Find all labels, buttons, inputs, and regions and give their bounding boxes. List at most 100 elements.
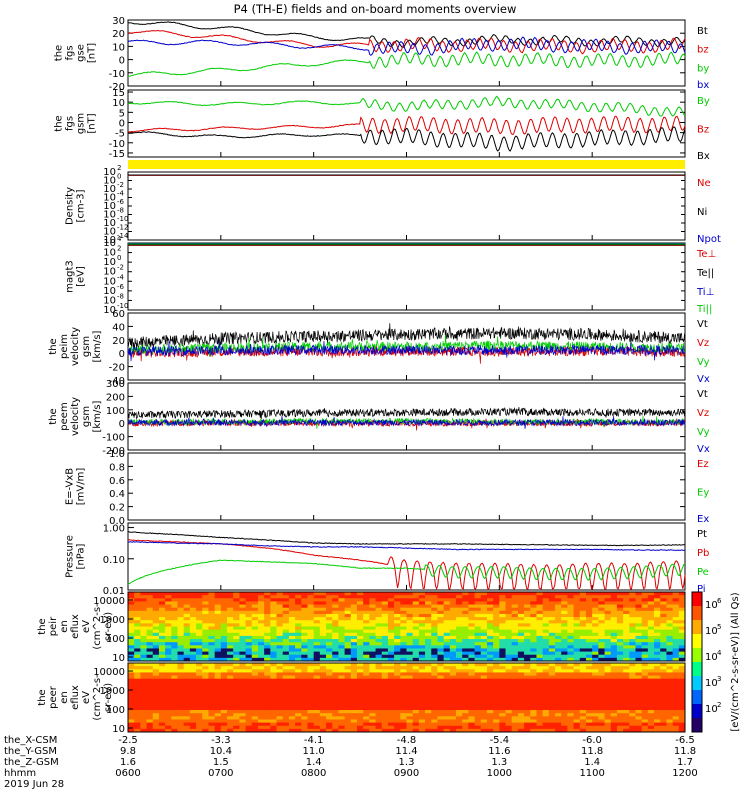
heatmap-cell-peir_en_eflux [220, 657, 228, 662]
heatmap-cell-peer_en_eflux [288, 669, 296, 673]
heatmap-cell-peer_en_eflux [251, 703, 259, 708]
series-line-fgs_gse-Bt [127, 21, 686, 48]
heatmap-cell-peer_en_eflux [288, 684, 296, 689]
heatmap-cell-peer_en_eflux [561, 706, 568, 711]
heatmap-cell-peer_en_eflux [567, 666, 575, 670]
heatmap-cell-peir_en_eflux [412, 604, 420, 609]
heatmap-cell-peer_en_eflux [598, 713, 606, 717]
heatmap-cell-peir_en_eflux [635, 601, 643, 606]
heatmap-cell-peer_en_eflux [270, 697, 278, 702]
heatmap-cell-peer_en_eflux [344, 694, 352, 698]
heatmap-cell-peir_en_eflux [276, 598, 284, 602]
heatmap-cell-peer_en_eflux [158, 703, 166, 708]
heatmap-cell-peer_en_eflux [369, 697, 377, 702]
heatmap-cell-peir_en_eflux [678, 598, 686, 602]
heatmap-cell-peir_en_eflux [245, 607, 253, 612]
heatmap-cell-peer_en_eflux [678, 666, 686, 670]
ytick-label-fgs_gsm: 15 [112, 88, 125, 99]
heatmap-cell-peer_en_eflux [387, 722, 395, 727]
heatmap-cell-peir_en_eflux [146, 601, 154, 606]
heatmap-cell-peer_en_eflux [660, 697, 667, 702]
heatmap-cell-peer_en_eflux [171, 700, 179, 705]
heatmap-cell-peer_en_eflux [369, 691, 377, 695]
heatmap-cell-peer_en_eflux [344, 706, 352, 711]
heatmap-cell-peer_en_eflux [604, 728, 612, 733]
heatmap-cell-peir_en_eflux [555, 598, 562, 602]
heatmap-cell-peer_en_eflux [573, 716, 581, 720]
heatmap-cell-peir_en_eflux [666, 595, 674, 599]
heatmap-cell-peer_en_eflux [375, 675, 383, 680]
heatmap-cell-peer_en_eflux [276, 684, 284, 689]
heatmap-cell-peer_en_eflux [573, 700, 581, 705]
ylabel-peir_en_eflux: en [59, 620, 70, 633]
heatmap-cell-peer_en_eflux [165, 694, 172, 698]
heatmap-cell-peir_en_eflux [319, 639, 327, 643]
heatmap-cell-peir_en_eflux [282, 610, 290, 615]
heatmap-cell-peir_en_eflux [245, 639, 253, 643]
heatmap-cell-peir_en_eflux [344, 635, 352, 640]
heatmap-cell-peer_en_eflux [598, 684, 606, 689]
heatmap-cell-peer_en_eflux [616, 694, 624, 698]
heatmap-cell-peir_en_eflux [499, 610, 507, 615]
heatmap-cell-peer_en_eflux [264, 666, 271, 670]
heatmap-cell-peir_en_eflux [468, 657, 476, 662]
heatmap-cell-peir_en_eflux [406, 604, 414, 609]
heatmap-cell-peer_en_eflux [344, 675, 352, 680]
heatmap-cell-peer_en_eflux [251, 669, 259, 673]
heatmap-cell-peer_en_eflux [146, 728, 154, 733]
heatmap-cell-peer_en_eflux [647, 684, 655, 689]
heatmap-cell-peer_en_eflux [418, 728, 426, 733]
heatmap-cell-peir_en_eflux [313, 635, 321, 640]
heatmap-cell-peer_en_eflux [616, 706, 624, 711]
heatmap-cell-peer_en_eflux [406, 688, 414, 692]
heatmap-cell-peer_en_eflux [555, 725, 562, 730]
heatmap-cell-peir_en_eflux [245, 620, 253, 624]
heatmap-cell-peer_en_eflux [493, 700, 500, 705]
heatmap-cell-peer_en_eflux [387, 684, 395, 689]
heatmap-cell-peir_en_eflux [536, 607, 544, 612]
heatmap-cell-peer_en_eflux [350, 703, 358, 708]
heatmap-cell-peer_en_eflux [146, 722, 154, 727]
heatmap-cell-peer_en_eflux [295, 722, 302, 727]
heatmap-cell-peir_en_eflux [462, 645, 469, 649]
heatmap-cell-peer_en_eflux [555, 691, 562, 695]
heatmap-cell-peir_en_eflux [208, 620, 216, 624]
heatmap-cell-peer_en_eflux [276, 691, 284, 695]
heatmap-cell-peer_en_eflux [245, 725, 253, 730]
heatmap-cell-peir_en_eflux [530, 604, 537, 609]
heatmap-cell-peer_en_eflux [449, 719, 457, 724]
heatmap-cell-peer_en_eflux [214, 688, 222, 692]
heatmap-cell-peer_en_eflux [412, 697, 420, 702]
heatmap-cell-peer_en_eflux [214, 672, 222, 677]
heatmap-cell-peir_en_eflux [480, 620, 488, 624]
heatmap-cell-peer_en_eflux [585, 703, 593, 708]
heatmap-cell-peer_en_eflux [332, 684, 339, 689]
time-axis-z-value: 1.4 [306, 757, 322, 768]
heatmap-cell-peer_en_eflux [548, 672, 556, 677]
heatmap-cell-peer_en_eflux [400, 672, 407, 677]
heatmap-cell-peir_en_eflux [214, 595, 222, 599]
heatmap-cell-peir_en_eflux [486, 601, 494, 606]
heatmap-cell-peer_en_eflux [146, 725, 154, 730]
heatmap-cell-peir_en_eflux [536, 620, 544, 624]
heatmap-cell-peir_en_eflux [134, 635, 141, 640]
heatmap-cell-peir_en_eflux [610, 607, 618, 612]
heatmap-cell-peer_en_eflux [629, 713, 636, 717]
legend-peem_velocity-Vt: Vt [697, 389, 708, 400]
heatmap-cell-peer_en_eflux [307, 697, 315, 702]
heatmap-cell-peir_en_eflux [270, 592, 278, 596]
heatmap-cell-peer_en_eflux [517, 728, 525, 733]
heatmap-cell-peir_en_eflux [363, 620, 370, 624]
heatmap-cell-peir_en_eflux [542, 626, 550, 631]
heatmap-cell-peir_en_eflux [338, 632, 346, 637]
heatmap-cell-peir_en_eflux [437, 610, 445, 615]
heatmap-cell-peer_en_eflux [313, 666, 321, 670]
heatmap-cell-peir_en_eflux [530, 617, 537, 621]
heatmap-cell-peer_en_eflux [177, 706, 185, 711]
heatmap-cell-peer_en_eflux [208, 678, 216, 683]
heatmap-cell-peir_en_eflux [598, 617, 606, 621]
heatmap-cell-peer_en_eflux [202, 700, 209, 705]
heatmap-cell-peir_en_eflux [208, 639, 216, 643]
heatmap-cell-peer_en_eflux [183, 669, 191, 673]
heatmap-cell-peir_en_eflux [375, 595, 383, 599]
